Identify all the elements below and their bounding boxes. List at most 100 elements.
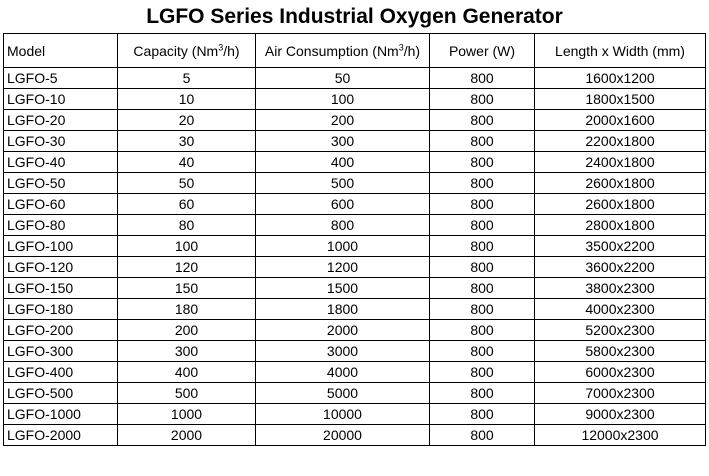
- header-capacity-sup: 3: [218, 41, 224, 52]
- cell-model: LGFO-400: [3, 361, 118, 383]
- cell-capacity: 80: [117, 214, 256, 236]
- cell-size: 5800x2300: [534, 340, 706, 362]
- table-row: LGFO-150 150 1500 800 3800x2300: [3, 277, 706, 299]
- cell-power: 800: [429, 88, 535, 110]
- cell-air-consumption: 50: [255, 67, 430, 89]
- header-power: Power (W): [429, 33, 535, 68]
- cell-size: 12000x2300: [534, 424, 706, 446]
- cell-capacity: 300: [117, 340, 256, 362]
- cell-model: LGFO-80: [3, 214, 118, 236]
- cell-air-consumption: 4000: [255, 361, 430, 383]
- header-row: Model Capacity (Nm3/h) Air Consumption (…: [3, 33, 706, 68]
- table-row: LGFO-180 180 1800 800 4000x2300: [3, 298, 706, 320]
- cell-air-consumption: 500: [255, 172, 430, 194]
- cell-power: 800: [429, 340, 535, 362]
- cell-model: LGFO-30: [3, 130, 118, 152]
- cell-size: 2000x1600: [534, 109, 706, 131]
- table-row: LGFO-100 100 1000 800 3500x2200: [3, 235, 706, 257]
- cell-power: 800: [429, 403, 535, 425]
- cell-size: 2200x1800: [534, 130, 706, 152]
- cell-capacity: 400: [117, 361, 256, 383]
- cell-size: 1800x1500: [534, 88, 706, 110]
- cell-model: LGFO-5: [3, 67, 118, 89]
- cell-model: LGFO-20: [3, 109, 118, 131]
- cell-size: 6000x2300: [534, 361, 706, 383]
- cell-air-consumption: 800: [255, 214, 430, 236]
- cell-power: 800: [429, 235, 535, 257]
- cell-size: 4000x2300: [534, 298, 706, 320]
- cell-power: 800: [429, 382, 535, 404]
- cell-model: LGFO-500: [3, 382, 118, 404]
- table-row: LGFO-10 10 100 800 1800x1500: [3, 88, 706, 110]
- table-row: LGFO-2000 2000 20000 800 12000x2300: [3, 424, 706, 446]
- cell-power: 800: [429, 109, 535, 131]
- header-model: Model: [3, 33, 118, 68]
- cell-capacity: 50: [117, 172, 256, 194]
- header-size: Length x Width (mm): [534, 33, 706, 68]
- cell-air-consumption: 1000: [255, 235, 430, 257]
- cell-power: 800: [429, 151, 535, 173]
- header-capacity: Capacity (Nm3/h): [117, 33, 256, 68]
- cell-capacity: 120: [117, 256, 256, 278]
- header-capacity-pre: Capacity (Nm: [133, 42, 219, 59]
- cell-air-consumption: 5000: [255, 382, 430, 404]
- cell-size: 3600x2200: [534, 256, 706, 278]
- cell-power: 800: [429, 256, 535, 278]
- cell-air-consumption: 1800: [255, 298, 430, 320]
- table-row: LGFO-60 60 600 800 2600x1800: [3, 193, 706, 215]
- table-row: LGFO-40 40 400 800 2400x1800: [3, 151, 706, 173]
- cell-size: 9000x2300: [534, 403, 706, 425]
- cell-size: 7000x2300: [534, 382, 706, 404]
- cell-air-consumption: 1200: [255, 256, 430, 278]
- cell-model: LGFO-10: [3, 88, 118, 110]
- cell-capacity: 60: [117, 193, 256, 215]
- cell-power: 800: [429, 319, 535, 341]
- cell-capacity: 100: [117, 235, 256, 257]
- cell-air-consumption: 1500: [255, 277, 430, 299]
- cell-capacity: 5: [117, 67, 256, 89]
- cell-power: 800: [429, 424, 535, 446]
- cell-size: 5200x2300: [534, 319, 706, 341]
- cell-size: 3800x2300: [534, 277, 706, 299]
- header-air-post: /h): [403, 42, 421, 59]
- table-row: LGFO-1000 1000 10000 800 9000x2300: [3, 403, 706, 425]
- cell-air-consumption: 400: [255, 151, 430, 173]
- table-header: Model Capacity (Nm3/h) Air Consumption (…: [3, 33, 706, 68]
- cell-air-consumption: 10000: [255, 403, 430, 425]
- cell-capacity: 30: [117, 130, 256, 152]
- cell-capacity: 150: [117, 277, 256, 299]
- cell-power: 800: [429, 130, 535, 152]
- table-row: LGFO-400 400 4000 800 6000x2300: [3, 361, 706, 383]
- cell-model: LGFO-40: [3, 151, 118, 173]
- cell-capacity: 500: [117, 382, 256, 404]
- cell-model: LGFO-1000: [3, 403, 118, 425]
- cell-model: LGFO-2000: [3, 424, 118, 446]
- header-capacity-post: /h): [223, 42, 240, 59]
- cell-capacity: 200: [117, 319, 256, 341]
- cell-size: 3500x2200: [534, 235, 706, 257]
- cell-model: LGFO-100: [3, 235, 118, 257]
- cell-power: 800: [429, 298, 535, 320]
- table-row: LGFO-300 300 3000 800 5800x2300: [3, 340, 706, 362]
- table-body: LGFO-5 5 50 800 1600x1200 LGFO-10 10 100 800 1800…: [3, 67, 706, 446]
- cell-air-consumption: 3000: [255, 340, 430, 362]
- table-row: LGFO-120 120 1200 800 3600x2200: [3, 256, 706, 278]
- table-row: LGFO-20 20 200 800 2000x1600: [3, 109, 706, 131]
- cell-air-consumption: 100: [255, 88, 430, 110]
- cell-capacity: 40: [117, 151, 256, 173]
- cell-size: 1600x1200: [534, 67, 706, 89]
- cell-size: 2400x1800: [534, 151, 706, 173]
- cell-power: 800: [429, 67, 535, 89]
- table-row: LGFO-50 50 500 800 2600x1800: [3, 172, 706, 194]
- table-row: LGFO-30 30 300 800 2200x1800: [3, 130, 706, 152]
- spec-table: Model Capacity (Nm3/h) Air Consumption (…: [3, 33, 706, 446]
- cell-air-consumption: 300: [255, 130, 430, 152]
- cell-capacity: 20: [117, 109, 256, 131]
- cell-power: 800: [429, 361, 535, 383]
- header-air-sup: 3: [398, 41, 404, 52]
- cell-capacity: 1000: [117, 403, 256, 425]
- cell-capacity: 2000: [117, 424, 256, 446]
- cell-air-consumption: 600: [255, 193, 430, 215]
- table-row: LGFO-5 5 50 800 1600x1200: [3, 67, 706, 89]
